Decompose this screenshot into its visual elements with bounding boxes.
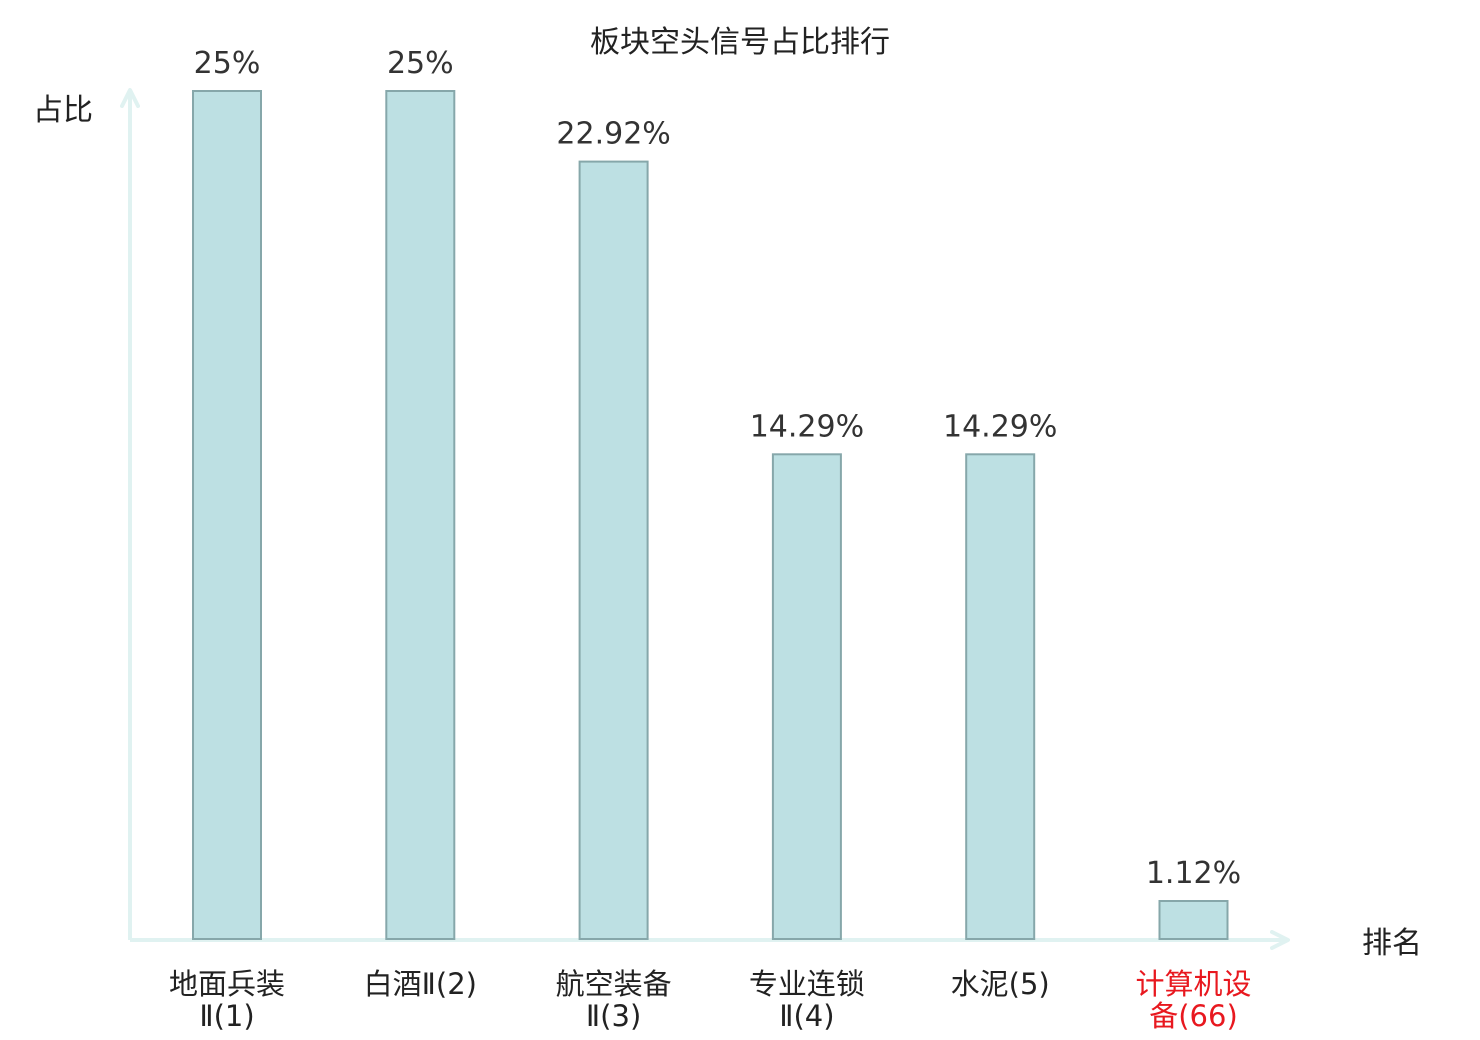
value-label-6: 1.12% xyxy=(1146,856,1241,891)
bar-1 xyxy=(192,90,262,940)
category-label-1-line-2: Ⅱ(1) xyxy=(199,999,254,1033)
bar-3 xyxy=(578,160,649,941)
x-axis-label: 排名 xyxy=(1362,926,1422,961)
bar-5 xyxy=(965,453,1036,940)
category-label-1-line-1: 地面兵装 xyxy=(169,967,285,1001)
bar-2 xyxy=(385,90,456,940)
category-label-3-line-2: Ⅱ(3) xyxy=(586,999,641,1033)
category-label-5-line-1: 水泥(5) xyxy=(951,967,1050,1001)
value-label-4: 14.29% xyxy=(750,409,864,444)
bar-6 xyxy=(1158,900,1229,940)
value-labels-group: 25% 25% 22.92% 14.29% 14.29% 1.12% xyxy=(194,46,1242,891)
category-label-6-line-2: 备(66) xyxy=(1149,999,1238,1033)
chart-title: 板块空头信号占比排行 xyxy=(590,25,890,60)
category-label-2-line-1: 白酒Ⅱ(2) xyxy=(364,967,477,1001)
value-label-2: 25% xyxy=(387,46,454,81)
category-label-3-line-1: 航空装备 xyxy=(556,967,672,1001)
category-label-4-line-1: 专业连锁 xyxy=(749,967,865,1001)
bars-group xyxy=(192,90,1229,941)
category-label-4-line-2: Ⅱ(4) xyxy=(779,999,834,1033)
y-axis-label: 占比 xyxy=(33,93,93,128)
value-label-3: 22.92% xyxy=(556,117,670,152)
bar-4 xyxy=(771,453,842,940)
category-label-6-line-1: 计算机设 xyxy=(1135,967,1251,1001)
value-label-1: 25% xyxy=(194,46,261,81)
value-label-5: 14.29% xyxy=(943,409,1057,444)
